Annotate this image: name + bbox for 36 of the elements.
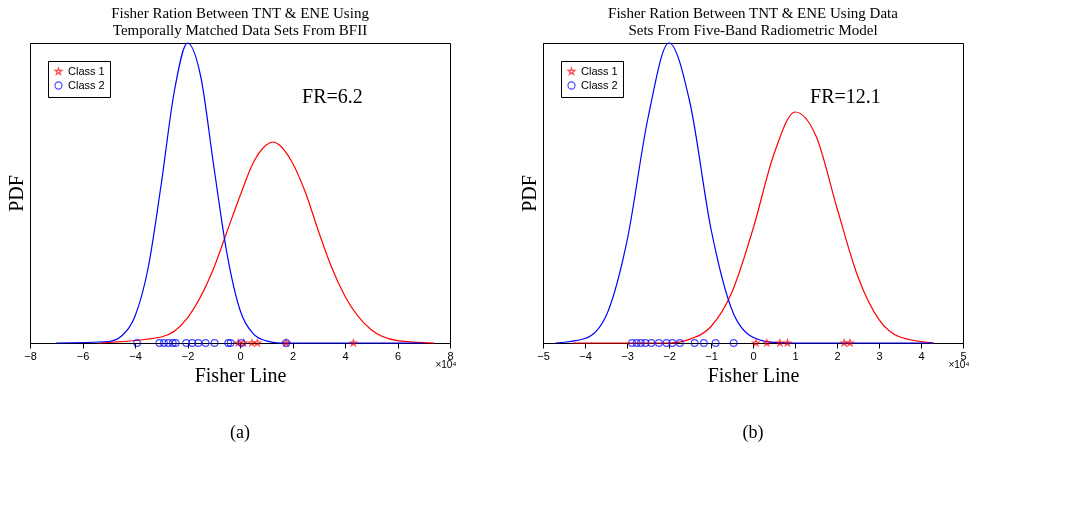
legend-label: Class 2 (68, 78, 105, 91)
x-tick-label: −4 (579, 349, 592, 362)
x-tick-label: 2 (834, 349, 841, 362)
x-tick-label: −3 (621, 349, 634, 362)
y-axis-title: PDF (4, 175, 27, 212)
x-axis-title: Fisher Line (707, 363, 800, 386)
x-tick-label: 8 (447, 349, 454, 362)
annotation: FR=12.1 (810, 85, 881, 107)
x-tick-label: 4 (342, 349, 349, 362)
legend-label: Class 1 (68, 64, 105, 77)
text: ×10⁴ (948, 359, 970, 370)
legend-label: Class 1 (581, 64, 618, 77)
x-tick-label: 0 (237, 349, 244, 362)
x-tick-label: 5 (960, 349, 967, 362)
text: ×10⁴ (435, 359, 457, 370)
x-axis-title: Fisher Line (194, 363, 287, 386)
text: (b) (742, 422, 764, 443)
text: (a) (230, 422, 250, 443)
chart-title: Fisher Ration Between TNT & ENE Using Data Sets From Five-Band Radiometric Model (608, 5, 899, 39)
y-axis-title: PDF (517, 175, 540, 212)
chart-title: Fisher Ration Between TNT & ENE Using Temporally Matched Data Sets From BFII (111, 5, 370, 39)
x-tick-label: 4 (918, 349, 925, 362)
annotation: FR=6.2 (302, 85, 363, 107)
x-tick-label: −2 (663, 349, 676, 362)
x-tick-label: 1 (792, 349, 799, 362)
x-tick-label: −8 (24, 349, 37, 362)
x-tick-label: −1 (705, 349, 718, 362)
x-tick-label: 6 (394, 349, 402, 362)
x-tick-label: −2 (181, 349, 195, 362)
x-tick-label: −4 (129, 349, 142, 362)
x-tick-label: −6 (76, 349, 90, 362)
x-tick-label: −5 (537, 349, 550, 362)
x-tick-label: 2 (289, 349, 297, 362)
legend-label: Class 2 (581, 78, 618, 91)
x-tick-label: 3 (876, 349, 883, 362)
x-tick-label: 0 (750, 349, 757, 362)
